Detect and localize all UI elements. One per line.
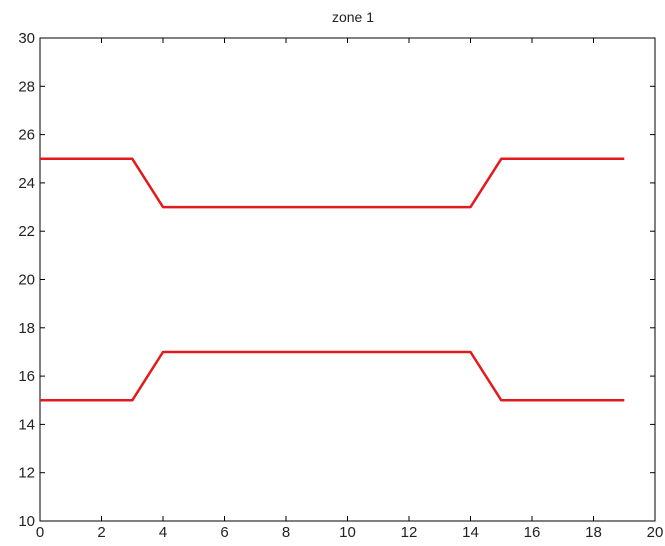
x-tick-label: 12 [401, 524, 418, 541]
y-tick-label: 16 [18, 368, 35, 385]
y-tick-label: 20 [18, 272, 35, 289]
x-tick-label: 20 [647, 524, 664, 541]
x-tick-label: 8 [282, 524, 290, 541]
series-line-1 [40, 157, 625, 209]
y-tick-label: 14 [18, 416, 35, 433]
x-tick-label: 18 [585, 524, 602, 541]
y-tick-label: 22 [18, 223, 35, 240]
x-tick-label: 16 [524, 524, 541, 541]
x-axis: 0 2 4 6 8 10 12 14 16 18 20 [36, 38, 664, 541]
y-tick-label: 18 [18, 320, 35, 337]
x-tick-label: 2 [97, 524, 105, 541]
x-tick-label: 6 [220, 524, 228, 541]
y-tick-label: 24 [18, 175, 35, 192]
y-tick-label: 10 [18, 513, 35, 530]
x-tick-label: 4 [159, 524, 167, 541]
x-tick-label: 0 [36, 524, 44, 541]
y-tick-label: 30 [18, 30, 35, 47]
y-tick-label: 12 [18, 465, 35, 482]
series-line-2 [40, 350, 625, 402]
y-tick-label: 26 [18, 127, 35, 144]
y-axis: 10 12 14 16 18 20 22 24 26 28 30 [18, 30, 655, 530]
plot-area [39, 37, 656, 522]
chart-title: zone 1 [332, 9, 374, 25]
series-layer [40, 157, 625, 402]
x-tick-label: 10 [339, 524, 356, 541]
y-tick-label: 28 [18, 78, 35, 95]
x-tick-label: 14 [462, 524, 479, 541]
